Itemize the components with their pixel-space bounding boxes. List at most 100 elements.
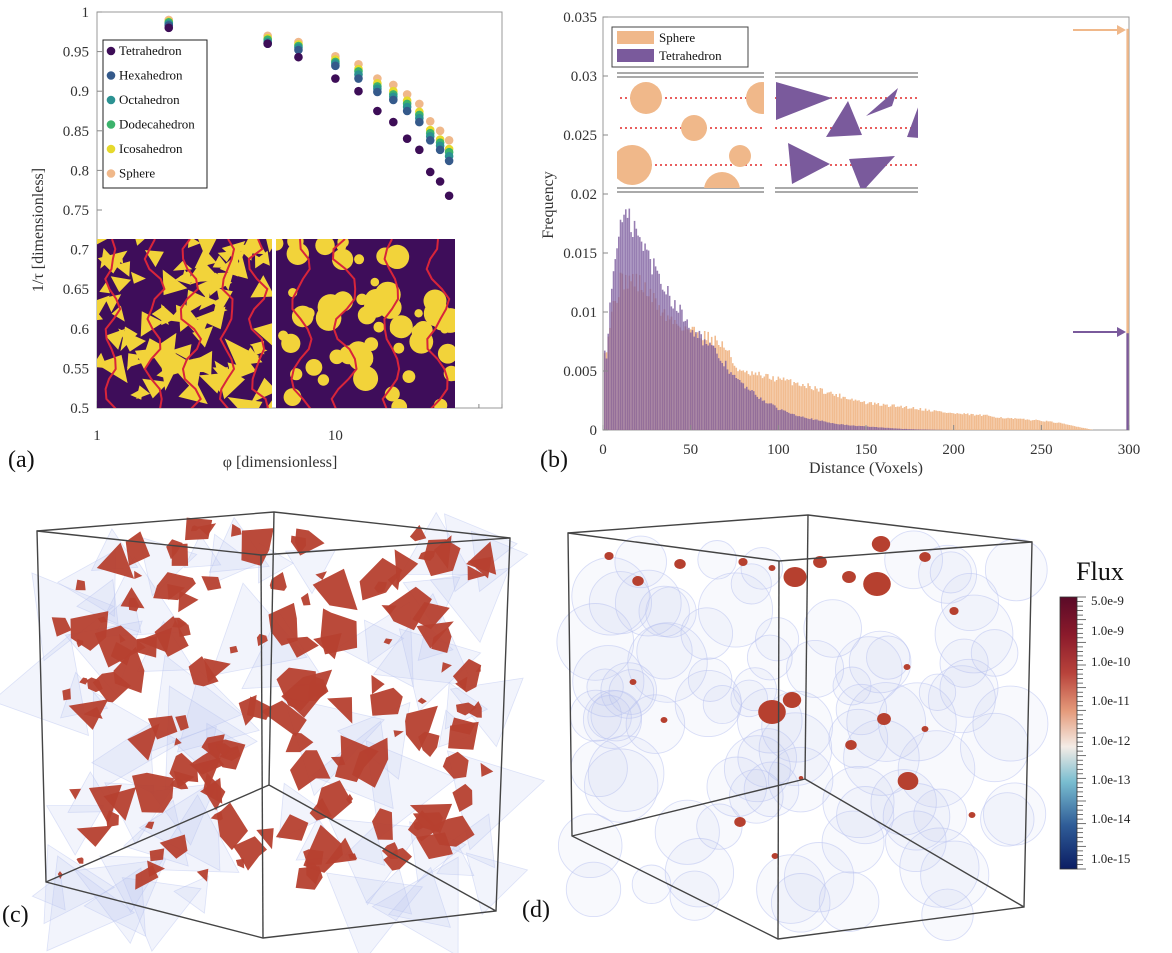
hist-bar-sphere: [888, 407, 890, 430]
legend-label: Tetrahedron: [119, 43, 182, 58]
data-point-sphere: [402, 90, 412, 99]
hist-bar-sphere: [893, 404, 895, 430]
hist-bar-tetrahedron: [791, 413, 794, 430]
hist-bar-sphere: [861, 401, 864, 430]
data-point-hexahedron: [373, 87, 382, 97]
legend-label: Dodecahedron: [119, 117, 195, 132]
flux-patch: [285, 732, 314, 753]
hist-bar-tetrahedron: [712, 345, 715, 430]
glass-particle: [0, 633, 90, 737]
hist-bar-sphere: [912, 407, 915, 430]
tetra-particle: [100, 248, 113, 269]
hist-bar-tetrahedron: [605, 358, 608, 430]
streamline: [381, 239, 401, 408]
hist-bar-sphere: [1061, 423, 1064, 430]
hist-bar-sphere: [898, 406, 901, 430]
hist-bar-sphere: [793, 382, 795, 430]
flux-patch: [442, 751, 469, 779]
data-point-hexahedron: [331, 61, 340, 71]
hist-bar-tetrahedron: [603, 350, 606, 430]
hist-bar-sphere: [1051, 421, 1053, 430]
panel-label-b: (b): [540, 447, 568, 473]
hist-bar-tetrahedron: [740, 382, 743, 430]
hist-bar-sphere: [814, 386, 816, 430]
outlier-arrows: [1073, 25, 1126, 337]
glass-particle: [571, 557, 650, 636]
x-tick-label: 100: [767, 442, 790, 458]
hist-bar-sphere: [1080, 427, 1083, 430]
hist-bar-sphere: [909, 408, 911, 430]
hist-bar-sphere: [1082, 427, 1085, 430]
glass-particle: [897, 730, 976, 808]
hist-bar-tetrahedron: [765, 403, 767, 430]
hist-bar-tetrahedron: [616, 248, 618, 430]
hist-bar-sphere: [1023, 418, 1025, 430]
tetra-particle: [134, 348, 158, 370]
tetra-particle: [135, 239, 145, 246]
hist-bar-tetrahedron: [845, 424, 848, 430]
flux-render-tetrahedron: (c): [0, 511, 546, 953]
flux-blob: [871, 536, 891, 552]
hist-bar-sphere: [1012, 419, 1015, 430]
glass-particle: [940, 572, 999, 632]
hist-bar-tetrahedron: [782, 410, 785, 430]
hist-bar-sphere: [1056, 422, 1058, 430]
hist-bar-tetrahedron: [626, 217, 629, 430]
glass-particle: [884, 530, 943, 590]
flux-patch: [120, 587, 145, 609]
glass-particle: [866, 635, 911, 680]
glass-particle: [371, 856, 459, 953]
hist-bar-tetrahedron: [698, 330, 701, 430]
flux-patch: [416, 621, 454, 649]
hist-bar-tetrahedron: [646, 249, 648, 430]
hist-bar-sphere: [902, 408, 904, 430]
hist-bar-tetrahedron: [875, 427, 878, 430]
glass-particle: [697, 572, 774, 648]
tetra-particle: [169, 302, 202, 325]
glass-particle: [325, 872, 424, 953]
flux-blob: [813, 556, 827, 568]
colorbar-label: 1.0e-10: [1091, 654, 1130, 669]
flux-patch: [352, 737, 389, 788]
hist-bar-sphere: [1019, 418, 1022, 430]
tetra-particle: [105, 329, 125, 350]
hist-bar-tetrahedron: [873, 427, 876, 430]
hist-bar-tetrahedron: [607, 333, 610, 430]
sphere-particle: [348, 345, 374, 371]
hist-bar-tetrahedron: [675, 310, 678, 430]
hist-bar-sphere: [924, 408, 927, 430]
flux-patch: [193, 757, 221, 789]
flux-patch: [68, 699, 109, 730]
tetra-particle: [110, 276, 132, 293]
flux-patch: [196, 868, 209, 882]
hist-bar-sphere: [1001, 418, 1004, 430]
hist-bar-tetrahedron: [914, 429, 916, 430]
hist-bar-sphere: [900, 405, 902, 430]
tetra-particle: [97, 352, 108, 369]
flux-patch: [175, 715, 189, 731]
sphere-particle: [402, 370, 416, 383]
hist-bar-sphere: [931, 411, 934, 430]
hist-bar-sphere: [781, 379, 783, 430]
hist-bar-sphere: [968, 415, 971, 430]
flux-patch: [147, 860, 165, 877]
hist-bar-tetrahedron: [833, 423, 836, 430]
y-tick-label: 0.8: [70, 163, 89, 179]
hist-bar-sphere: [952, 413, 955, 430]
tetrahedron-particles: [776, 82, 918, 188]
hist-bar-tetrahedron: [682, 321, 685, 430]
flux-patch: [76, 857, 84, 864]
y-tick-label: 0.65: [63, 282, 89, 298]
flux-patch: [153, 572, 196, 601]
hist-bar-sphere: [779, 378, 781, 430]
glass-particle: [983, 782, 1047, 846]
hist-bar-tetrahedron: [644, 243, 646, 430]
hist-bar-tetrahedron: [733, 374, 736, 430]
hist-bar-tetrahedron: [681, 309, 683, 430]
hist-bar-sphere: [817, 391, 820, 430]
glass-particle: [737, 728, 797, 788]
hist-bar-tetrahedron: [872, 426, 874, 430]
y-tick-label: 1: [82, 5, 90, 21]
glass-particle: [645, 586, 697, 638]
